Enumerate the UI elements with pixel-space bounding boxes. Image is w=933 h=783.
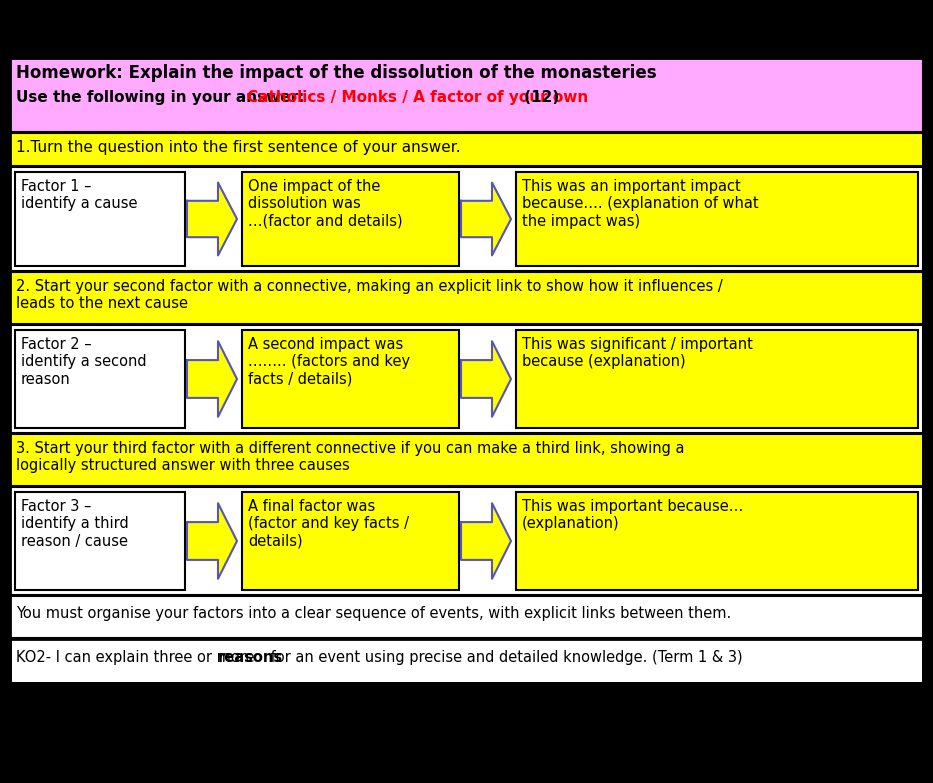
Bar — [10, 58, 923, 132]
Polygon shape — [187, 503, 237, 579]
Bar — [10, 596, 923, 638]
Text: This was significant / important
because (explanation): This was significant / important because… — [522, 337, 753, 370]
Text: KO2- I can explain three or more: KO2- I can explain three or more — [16, 650, 259, 665]
Bar — [10, 434, 923, 486]
Bar — [242, 172, 459, 266]
Bar — [242, 492, 459, 590]
Text: Factor 2 –
identify a second
reason: Factor 2 – identify a second reason — [21, 337, 146, 387]
Text: A final factor was
(factor and key facts /
details): A final factor was (factor and key facts… — [248, 499, 409, 549]
Bar — [242, 330, 459, 428]
Text: 2. Start your second factor with a connective, making an explicit link to show h: 2. Start your second factor with a conne… — [16, 279, 723, 312]
Bar — [15, 172, 185, 266]
Bar — [516, 492, 918, 590]
Bar — [15, 330, 185, 428]
Polygon shape — [187, 341, 237, 417]
Text: One impact of the
dissolution was
…(factor and details): One impact of the dissolution was …(fact… — [248, 179, 403, 229]
Text: 1.Turn the question into the first sentence of your answer.: 1.Turn the question into the first sente… — [16, 140, 461, 155]
Text: This was important because…
(explanation): This was important because… (explanation… — [522, 499, 744, 532]
Text: Factor 3 –
identify a third
reason / cause: Factor 3 – identify a third reason / cau… — [21, 499, 129, 549]
Text: reasons: reasons — [218, 650, 283, 665]
Text: Homework: Explain the impact of the dissolution of the monasteries: Homework: Explain the impact of the diss… — [16, 64, 657, 82]
Bar — [10, 58, 923, 683]
Bar — [10, 58, 923, 683]
Bar — [10, 272, 923, 324]
Text: Factor 1 –
identify a cause: Factor 1 – identify a cause — [21, 179, 137, 211]
Text: 3. Start your third factor with a different connective if you can make a third l: 3. Start your third factor with a differ… — [16, 441, 685, 474]
Text: You must organise your factors into a clear sequence of events, with explicit li: You must organise your factors into a cl… — [16, 606, 731, 621]
Bar — [10, 639, 923, 683]
Bar — [10, 325, 923, 433]
Polygon shape — [187, 182, 237, 255]
Bar — [10, 167, 923, 271]
Text: Use the following in your answer:: Use the following in your answer: — [16, 90, 310, 105]
Polygon shape — [461, 503, 511, 579]
Text: A second impact was
…….. (factors and key
facts / details): A second impact was …….. (factors and ke… — [248, 337, 411, 387]
Polygon shape — [461, 341, 511, 417]
Bar — [10, 133, 923, 166]
Text: This was an important impact
because…. (explanation of what
the impact was): This was an important impact because…. (… — [522, 179, 759, 229]
Text: for an event using precise and detailed knowledge. (Term 1 & 3): for an event using precise and detailed … — [266, 650, 742, 665]
Bar — [10, 487, 923, 595]
Bar — [516, 330, 918, 428]
Polygon shape — [461, 182, 511, 255]
Text: (12): (12) — [519, 90, 560, 105]
Bar — [15, 492, 185, 590]
Bar — [516, 172, 918, 266]
Text: Catholics / Monks / A factor of your own: Catholics / Monks / A factor of your own — [247, 90, 589, 105]
